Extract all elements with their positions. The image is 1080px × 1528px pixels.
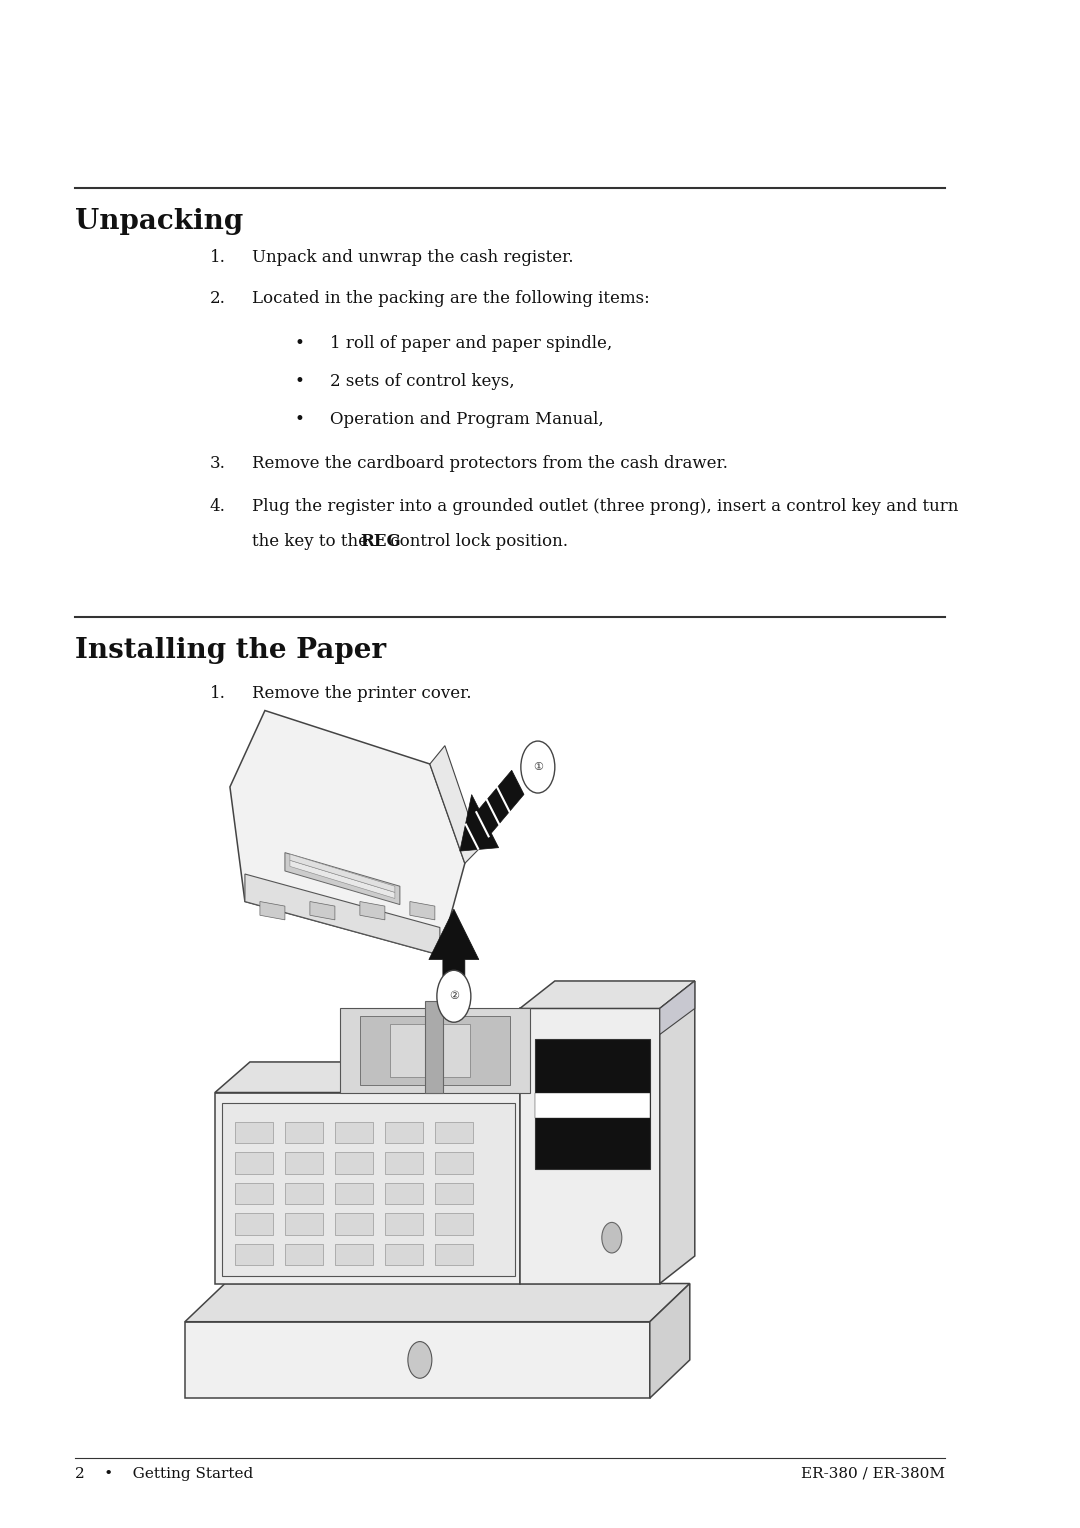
Polygon shape bbox=[535, 1039, 650, 1169]
Polygon shape bbox=[410, 902, 435, 920]
Polygon shape bbox=[430, 746, 480, 863]
Text: ①: ① bbox=[532, 762, 543, 772]
Bar bbox=[285, 1244, 323, 1265]
Bar bbox=[435, 1213, 473, 1235]
Text: Remove the cardboard protectors from the cash drawer.: Remove the cardboard protectors from the… bbox=[252, 455, 728, 472]
Bar bbox=[285, 1122, 323, 1143]
Polygon shape bbox=[245, 874, 440, 955]
Circle shape bbox=[408, 1342, 432, 1378]
Text: 1.: 1. bbox=[210, 249, 226, 266]
Text: 1 roll of paper and paper spindle,: 1 roll of paper and paper spindle, bbox=[329, 335, 612, 351]
Bar bbox=[435, 1122, 473, 1143]
Bar bbox=[235, 1244, 273, 1265]
Bar bbox=[384, 1244, 423, 1265]
Polygon shape bbox=[360, 902, 384, 920]
Text: 2.: 2. bbox=[210, 290, 226, 307]
Text: •: • bbox=[295, 373, 305, 390]
Text: 1.: 1. bbox=[210, 685, 226, 701]
Text: REG: REG bbox=[360, 533, 401, 550]
Bar bbox=[335, 1244, 373, 1265]
Text: Installing the Paper: Installing the Paper bbox=[75, 637, 387, 665]
Text: ②: ② bbox=[449, 992, 459, 1001]
Polygon shape bbox=[519, 981, 694, 1008]
Polygon shape bbox=[221, 1103, 515, 1276]
Polygon shape bbox=[340, 1008, 530, 1093]
Bar bbox=[285, 1213, 323, 1235]
Polygon shape bbox=[650, 1284, 690, 1398]
Polygon shape bbox=[230, 711, 464, 955]
Bar bbox=[424, 1001, 443, 1093]
Text: Unpacking: Unpacking bbox=[75, 208, 243, 235]
Text: 2    •    Getting Started: 2 • Getting Started bbox=[75, 1467, 253, 1481]
Text: •: • bbox=[295, 411, 305, 428]
Polygon shape bbox=[310, 902, 335, 920]
Text: •: • bbox=[295, 335, 305, 351]
Bar bbox=[384, 1122, 423, 1143]
Bar bbox=[235, 1213, 273, 1235]
Polygon shape bbox=[185, 1284, 690, 1322]
Bar bbox=[335, 1122, 373, 1143]
Bar bbox=[235, 1183, 273, 1204]
Polygon shape bbox=[285, 853, 400, 905]
Bar bbox=[335, 1183, 373, 1204]
Polygon shape bbox=[519, 1008, 660, 1284]
Circle shape bbox=[602, 1222, 622, 1253]
Bar bbox=[435, 1152, 473, 1174]
Polygon shape bbox=[185, 1322, 650, 1398]
Text: 4.: 4. bbox=[210, 498, 226, 515]
Polygon shape bbox=[660, 981, 694, 1284]
Bar bbox=[285, 1183, 323, 1204]
Polygon shape bbox=[289, 854, 395, 892]
Bar bbox=[335, 1152, 373, 1174]
Polygon shape bbox=[429, 909, 478, 981]
Polygon shape bbox=[215, 1062, 555, 1093]
Polygon shape bbox=[390, 1024, 470, 1077]
Polygon shape bbox=[360, 1016, 510, 1085]
Text: 3.: 3. bbox=[210, 455, 226, 472]
Bar bbox=[285, 1152, 323, 1174]
Bar bbox=[435, 1183, 473, 1204]
Polygon shape bbox=[460, 770, 524, 851]
Bar bbox=[384, 1183, 423, 1204]
Polygon shape bbox=[260, 902, 285, 920]
Text: 2 sets of control keys,: 2 sets of control keys, bbox=[329, 373, 514, 390]
Bar bbox=[435, 1244, 473, 1265]
Text: the key to the: the key to the bbox=[252, 533, 374, 550]
Text: ER-380 / ER-380M: ER-380 / ER-380M bbox=[800, 1467, 945, 1481]
Bar bbox=[384, 1152, 423, 1174]
Bar bbox=[384, 1213, 423, 1235]
Text: Located in the packing are the following items:: Located in the packing are the following… bbox=[252, 290, 650, 307]
Polygon shape bbox=[289, 860, 395, 898]
Circle shape bbox=[521, 741, 555, 793]
Polygon shape bbox=[535, 1093, 650, 1118]
Text: control lock position.: control lock position. bbox=[386, 533, 568, 550]
Text: Plug the register into a grounded outlet (three prong), insert a control key and: Plug the register into a grounded outlet… bbox=[252, 498, 958, 515]
Polygon shape bbox=[215, 1093, 519, 1284]
Text: Remove the printer cover.: Remove the printer cover. bbox=[252, 685, 472, 701]
Bar bbox=[335, 1213, 373, 1235]
Bar bbox=[235, 1122, 273, 1143]
Bar bbox=[235, 1152, 273, 1174]
Text: Operation and Program Manual,: Operation and Program Manual, bbox=[329, 411, 604, 428]
Polygon shape bbox=[660, 981, 694, 1034]
Text: Unpack and unwrap the cash register.: Unpack and unwrap the cash register. bbox=[252, 249, 573, 266]
Circle shape bbox=[437, 970, 471, 1022]
